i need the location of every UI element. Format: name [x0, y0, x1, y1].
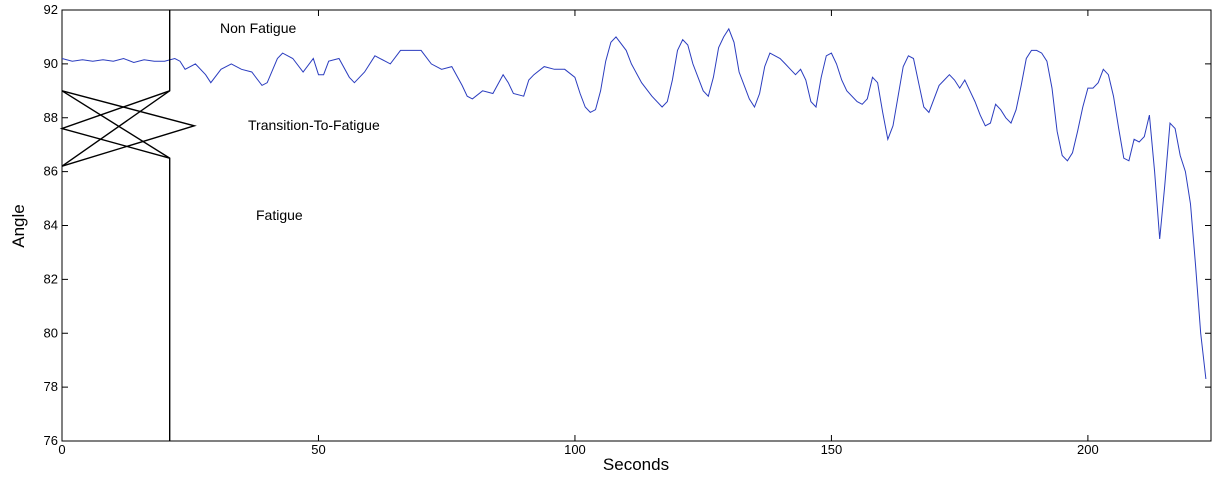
annotation: Fatigue	[256, 207, 303, 223]
y-tick-label: 84	[44, 218, 58, 233]
x-tick-label: 150	[821, 442, 843, 457]
plot-frame	[61, 9, 1212, 442]
y-tick-label: 76	[44, 433, 58, 448]
x-tick-label: 0	[58, 442, 65, 457]
x-tick-label: 100	[564, 442, 586, 457]
x-axis-label: Seconds	[603, 455, 669, 474]
x-tick-label: 200	[1077, 442, 1099, 457]
y-tick-label: 78	[44, 379, 58, 394]
membership-line	[61, 90, 197, 167]
y-tick-label: 88	[44, 110, 58, 125]
y-tick-label: 86	[44, 164, 58, 179]
y-tick-label: 80	[44, 325, 58, 340]
y-tick-label: 92	[44, 2, 58, 17]
annotation: Non Fatigue	[220, 20, 296, 36]
signal-line	[61, 27, 1207, 380]
y-tick-label: 90	[44, 56, 58, 71]
membership-line	[59, 90, 170, 159]
x-tick-label: 50	[311, 442, 325, 457]
y-axis-label: Angle	[9, 204, 28, 247]
y-tick-label: 82	[44, 271, 58, 286]
annotation: Transition-To-Fatigue	[248, 117, 380, 133]
